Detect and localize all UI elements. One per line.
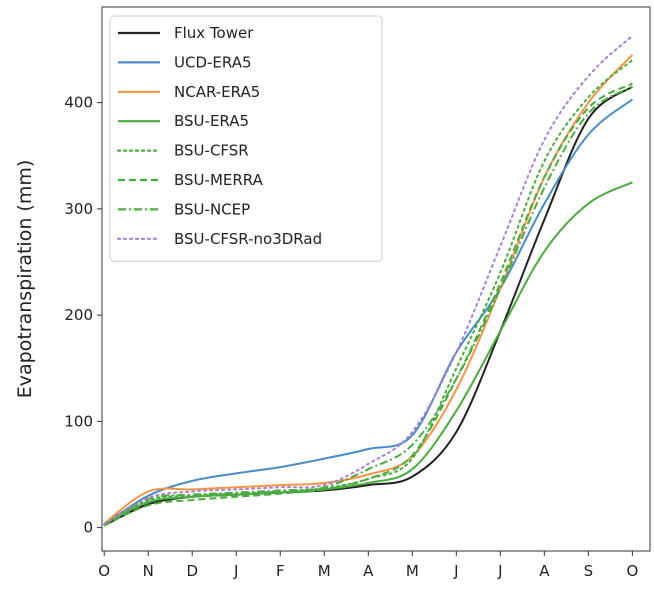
series-line-bsu-merra: [103, 82, 633, 527]
legend-label-bsu-merra: BSU-MERRA: [174, 171, 264, 189]
plot-lines: [103, 34, 634, 527]
legend-box: [109, 15, 383, 262]
series-line-bsu-ncep: [103, 85, 633, 526]
series-line-bsu-cfsr-no3drad: [103, 34, 634, 526]
x-tick-label: M: [318, 562, 331, 580]
y-tick-label: 0: [83, 519, 93, 537]
legend-label-bsu-era5: BSU-ERA5: [174, 112, 249, 130]
legend-label-bsu-cfsr-no3drad: BSU-CFSR-no3DRad: [174, 230, 322, 248]
y-axis-title: Evapotranspiration (mm): [14, 160, 36, 399]
legend: Flux Tower UCD-ERA5 NCAR-ERA5 BSU-ERA5 BSU-C…: [109, 15, 383, 262]
x-tick-label: M: [406, 562, 419, 580]
x-tick-label: S: [584, 562, 594, 580]
series-line-bsu-cfsr: [103, 59, 634, 526]
series-line-ucd-era5: [103, 98, 634, 526]
legend-label-flux-tower: Flux Tower: [174, 24, 254, 42]
x-tick-label: A: [363, 562, 374, 580]
legend-label-ucd-era5: UCD-ERA5: [174, 53, 252, 71]
y-tick-label: 300: [64, 200, 93, 218]
y-axis: 0 100 200 300 400: [64, 94, 102, 537]
series-line-bsu-era5: [103, 181, 633, 526]
x-tick-label: O: [626, 562, 638, 580]
x-tick-label: A: [539, 562, 550, 580]
x-tick-label: J: [233, 562, 238, 580]
y-tick-label: 100: [64, 412, 93, 430]
x-tick-label: J: [453, 562, 458, 580]
x-tick-label: J: [497, 562, 502, 580]
plot-frame: [101, 6, 651, 552]
y-tick-label: 400: [64, 94, 93, 112]
legend-label-bsu-ncep: BSU-NCEP: [174, 200, 250, 218]
x-tick-label: O: [98, 562, 110, 580]
x-tick-label: F: [276, 562, 285, 580]
legend-label-ncar-era5: NCAR-ERA5: [174, 83, 260, 101]
legend-label-bsu-cfsr: BSU-CFSR: [174, 142, 249, 160]
x-tick-label: N: [143, 562, 154, 580]
x-tick-label: D: [186, 562, 198, 580]
y-tick-label: 200: [64, 306, 93, 324]
